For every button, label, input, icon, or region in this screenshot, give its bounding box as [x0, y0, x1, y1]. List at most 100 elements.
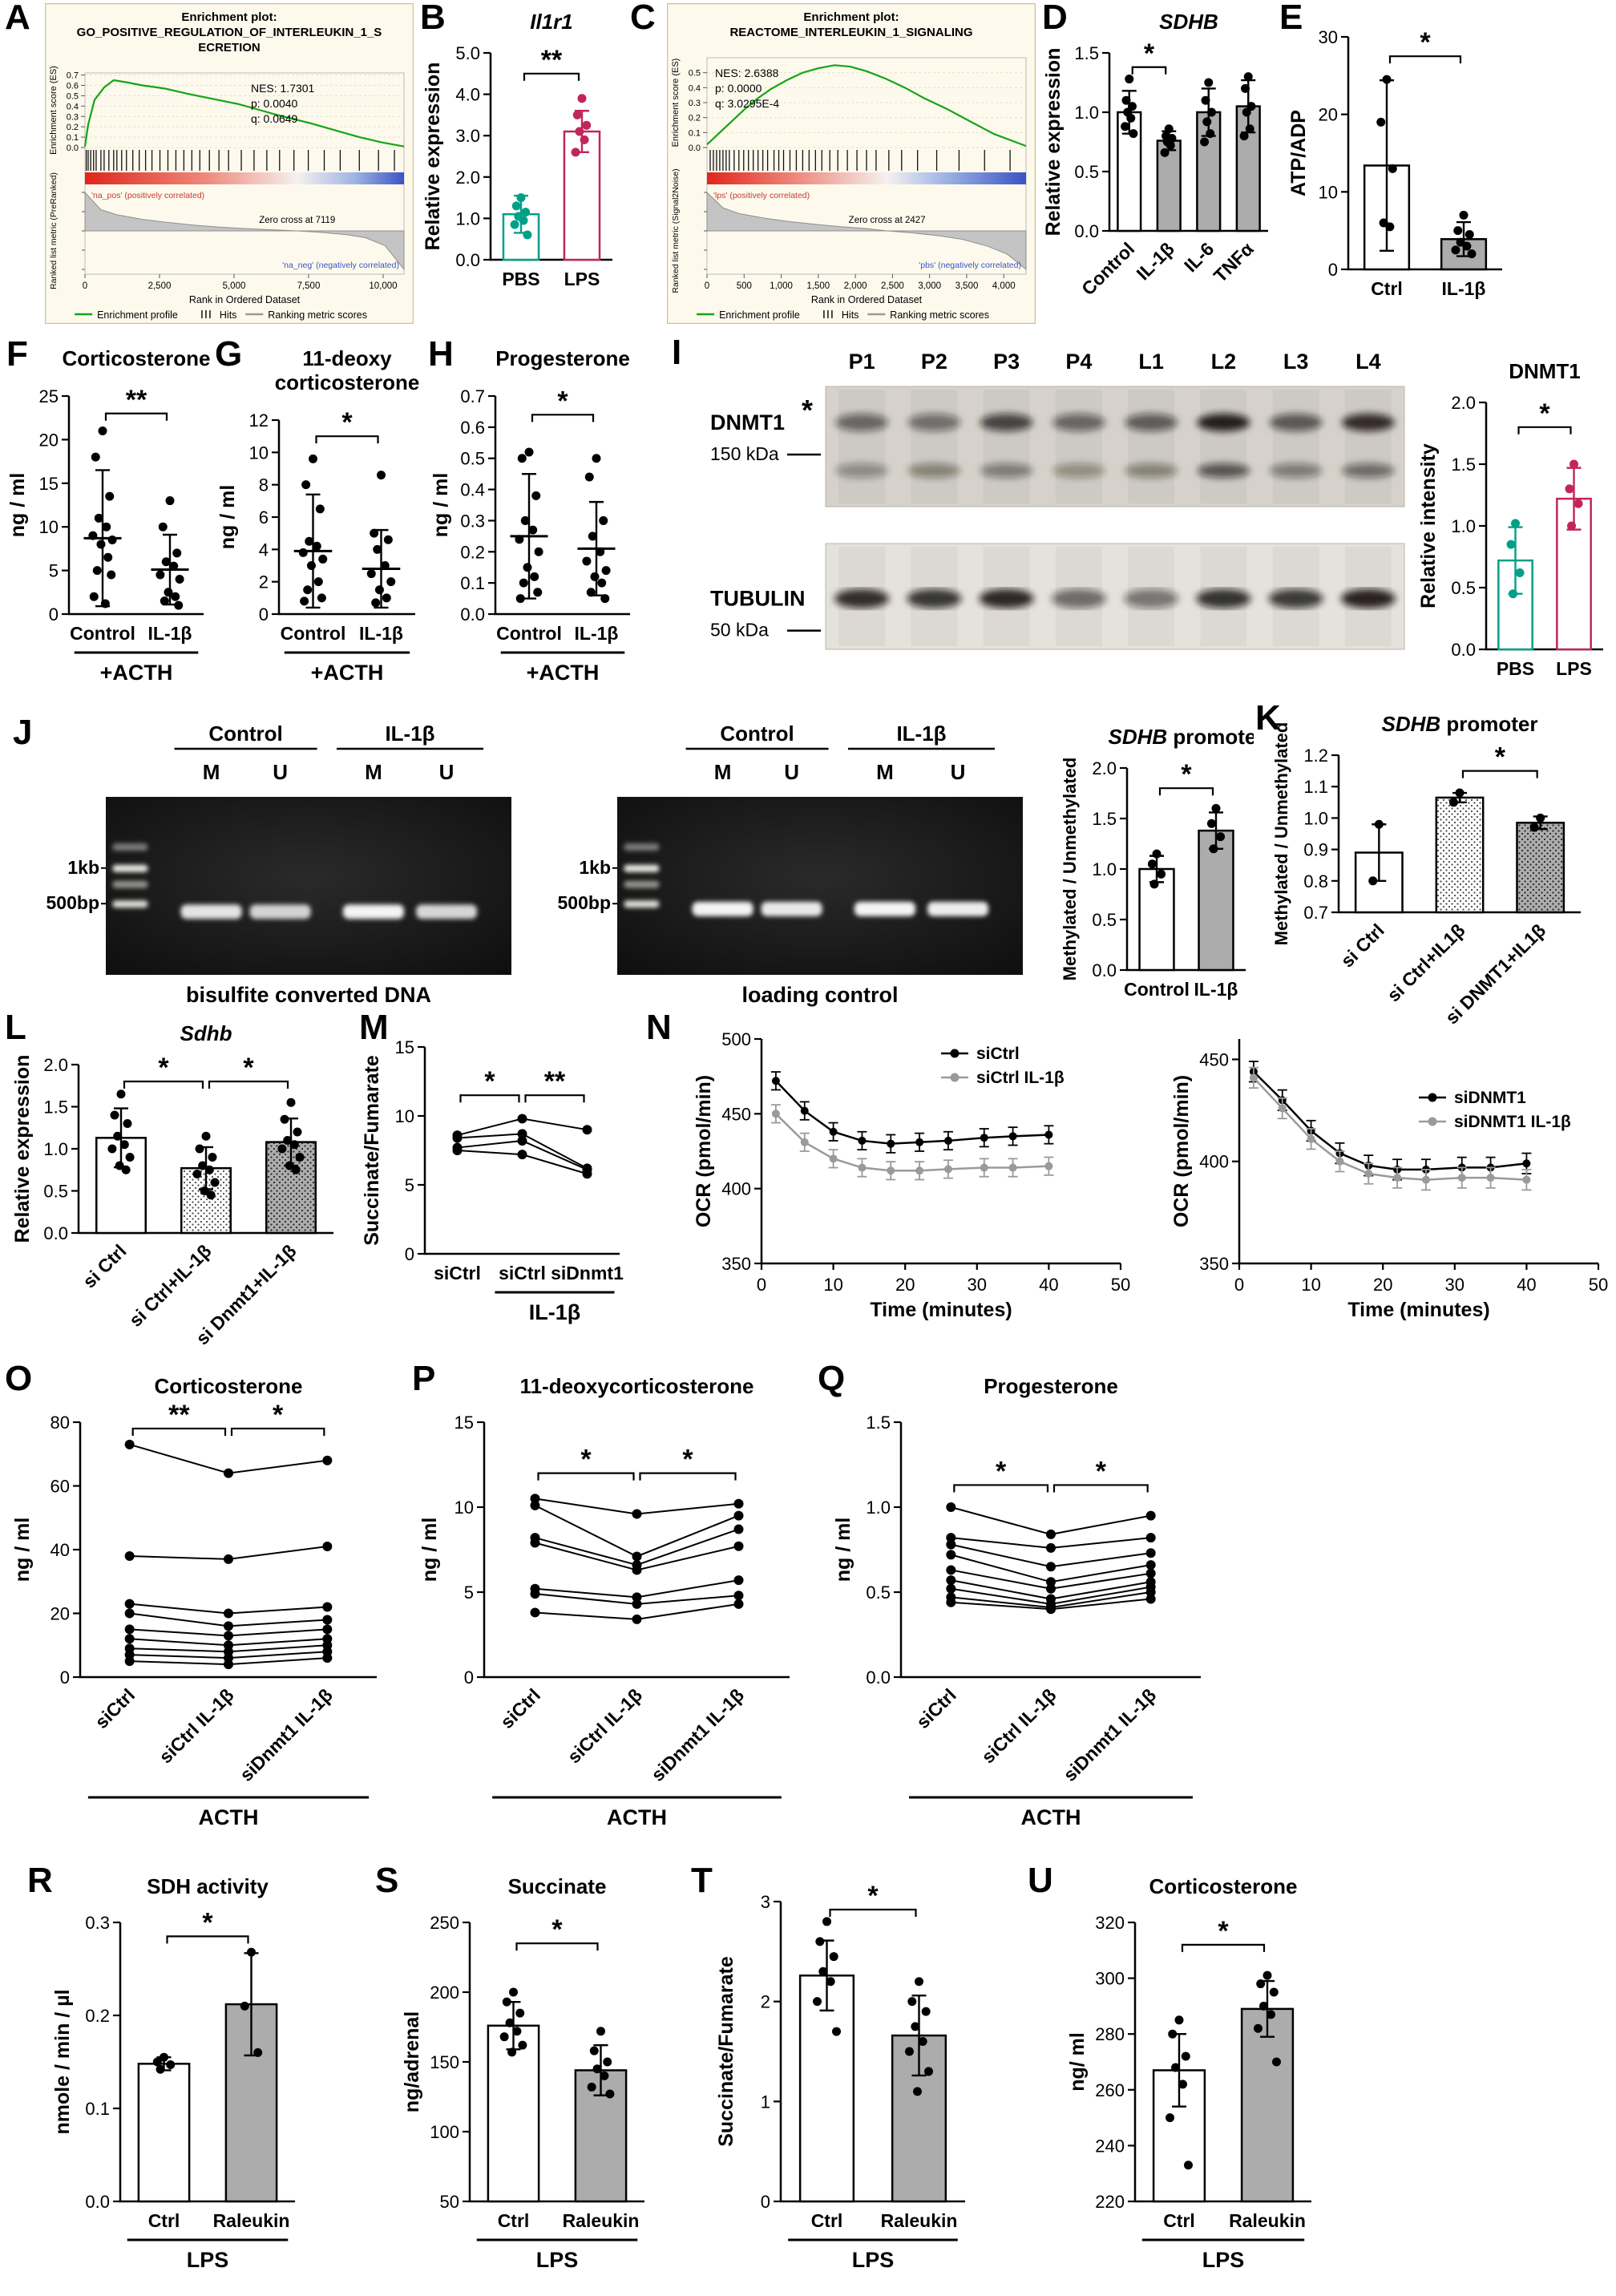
- chart-svg-Q: Progesterone 0.0 0.5 1.0 1.5 ng / ml siCtrl siC…: [832, 1374, 1201, 1829]
- chart-svg-U: Corticosterone 220 240 260 280 300 320 ng/ ml Ct…: [1066, 1874, 1311, 2272]
- svg-text:0: 0: [259, 604, 269, 625]
- svg-text:siDnmt1: siDnmt1: [551, 1263, 624, 1283]
- svg-text:siDnmt1 IL-1β: siDnmt1 IL-1β: [647, 1684, 748, 1785]
- svg-text:0.5: 0.5: [1451, 578, 1476, 598]
- svg-text:0.3: 0.3: [85, 1913, 110, 1933]
- svg-text:10: 10: [249, 443, 269, 463]
- chart-svg-I_blot: P1 P2 P3 P4 L1 L2 L3 L4 DNMT1 * 150 kDa TUBULIN 50 k…: [710, 350, 1405, 650]
- svg-text:40: 40: [1039, 1275, 1058, 1295]
- svg-text:si Ctrl: si Ctrl: [79, 1240, 130, 1292]
- svg-text:Ranking metric scores: Ranking metric scores: [268, 309, 367, 321]
- svg-text:IL-1β: IL-1β: [575, 623, 619, 644]
- svg-text:0.4: 0.4: [460, 480, 485, 500]
- svg-text:si Ctrl+IL1β: si Ctrl+IL1β: [1383, 920, 1469, 1005]
- svg-text:0.0: 0.0: [460, 604, 485, 625]
- panel-label-C: C: [630, 0, 656, 37]
- svg-text:0.4: 0.4: [67, 102, 79, 111]
- svg-text:Control: Control: [496, 623, 562, 644]
- svg-text:IL-1β: IL-1β: [385, 722, 434, 746]
- bar-chart-il1r1: Il1r1 0.0 1.0 2.0 3.0 4.0 5.0 Relative expressi…: [422, 6, 622, 305]
- chart-svg-L: Sdhb 0.0 0.5 1.0 1.5 2.0 Relative expression si…: [11, 1021, 333, 1349]
- svg-text:p: 0.0000: p: 0.0000: [715, 82, 762, 95]
- svg-text:0: 0: [405, 1244, 414, 1264]
- svg-text:30: 30: [1445, 1275, 1464, 1295]
- chart-svg-G: 11-deoxycorticosterone 0 2 4 6 8 10 12 ng / ml Co…: [216, 346, 419, 685]
- svg-text:SDH activity: SDH activity: [147, 1874, 269, 1898]
- svg-text:Enrichment profile: Enrichment profile: [719, 309, 800, 321]
- svg-text:Control: Control: [70, 623, 135, 644]
- svg-text:0: 0: [705, 281, 709, 291]
- bar-chart-atp-adp: 0 10 20 30 ATP/ADP Ctrl IL-1β *: [1287, 8, 1515, 316]
- svg-text:U: U: [273, 760, 288, 784]
- svg-text:10: 10: [39, 517, 59, 537]
- svg-text:**: **: [168, 1400, 190, 1430]
- svg-text:0.1: 0.1: [85, 2099, 110, 2119]
- svg-text:0.0: 0.0: [1074, 221, 1099, 241]
- svg-text:+ACTH: +ACTH: [100, 661, 173, 685]
- svg-text:0: 0: [757, 1275, 766, 1295]
- svg-text:siCtrl: siCtrl: [499, 1263, 546, 1283]
- chart-svg-O: Corticosterone 0 20 40 60 80 ng / ml siCtrl siCt…: [11, 1374, 377, 1829]
- svg-text:1.5: 1.5: [1451, 455, 1476, 475]
- svg-text:320: 320: [1095, 1913, 1125, 1933]
- svg-text:siCtrl: siCtrl: [496, 1684, 544, 1732]
- svg-text:siDNMT1: siDNMT1: [1454, 1089, 1526, 1107]
- svg-text:Relative intensity: Relative intensity: [1419, 443, 1440, 608]
- svg-text:Time (minutes): Time (minutes): [1347, 1299, 1489, 1321]
- svg-text:Enrichment profile: Enrichment profile: [97, 309, 178, 321]
- svg-text:11-deoxycorticosterone: 11-deoxycorticosterone: [520, 1374, 754, 1398]
- svg-text:30: 30: [1319, 27, 1338, 47]
- svg-text:0: 0: [464, 1667, 474, 1688]
- svg-text:1.0: 1.0: [1092, 859, 1117, 879]
- svg-text:0.1: 0.1: [460, 573, 485, 593]
- svg-text:0.5: 0.5: [689, 69, 701, 79]
- svg-text:5.0: 5.0: [455, 43, 480, 63]
- svg-text:M: M: [876, 760, 894, 784]
- svg-text:ng/adrenal: ng/adrenal: [401, 2011, 423, 2112]
- svg-text:*: *: [1144, 38, 1155, 69]
- svg-text:0: 0: [1328, 260, 1338, 280]
- svg-text:50: 50: [1589, 1275, 1608, 1295]
- panel-S: S Succinate 50 100 150 200 250 ng/adrenal Ctrl R…: [375, 1863, 712, 2296]
- panel-label-B: B: [420, 0, 446, 37]
- svg-text:Relative expression: Relative expression: [423, 63, 444, 251]
- svg-text:6: 6: [259, 507, 269, 528]
- svg-text:0.3: 0.3: [67, 112, 79, 122]
- svg-text:1.0: 1.0: [866, 1498, 891, 1518]
- chart-svg-P: 11-deoxycorticosterone 0 5 10 15 ng / ml siCtr…: [418, 1374, 790, 1829]
- line-plot-ocr-sictrl: 350 400 450 500 OCR (pmol/min) 0 10 20 30 40 50 Tim…: [686, 1021, 1135, 1328]
- chart-svg-N2: 350 400 450 OCR (pmol/min) 0 10 20 30 40 50 Time (…: [1170, 1039, 1608, 1321]
- svg-text:nmole / min / µl: nmole / min / µl: [51, 1989, 74, 2134]
- chart-svg-S: Succinate 50 100 150 200 250 ng/adrenal Ctrl Ral…: [401, 1874, 644, 2272]
- chart-svg-F: Corticosterone 0 5 10 15 20 25 ng / ml Control IL…: [6, 346, 210, 685]
- svg-text:10,000: 10,000: [369, 281, 397, 291]
- svg-text:5: 5: [405, 1175, 414, 1195]
- svg-text:OCR (pmol/min): OCR (pmol/min): [1170, 1075, 1193, 1227]
- svg-text:IL-1β: IL-1β: [148, 623, 192, 644]
- bar-chart-succinate: Succinate 50 100 150 200 250 ng/adrenal Ctrl Ral…: [398, 1871, 662, 2296]
- bar-chart-succinate-fumarate: 0 1 2 3 Succinate/Fumarate Ctrl Raleukin LPS *: [715, 1871, 983, 2296]
- svg-text:Ctrl: Ctrl: [1371, 278, 1403, 299]
- svg-text:Raleukin: Raleukin: [213, 2210, 290, 2231]
- svg-text:LPS: LPS: [187, 2248, 229, 2272]
- svg-text:'pbs' (negatively correlated): 'pbs' (negatively correlated): [919, 261, 1021, 270]
- panel-P: P 11-deoxycorticosterone 0 5 10 15 ng / ml siC…: [412, 1361, 818, 1858]
- svg-text:M: M: [365, 760, 382, 784]
- svg-text:LPS: LPS: [564, 269, 600, 289]
- svg-text:*: *: [158, 1053, 169, 1083]
- svg-text:+ACTH: +ACTH: [311, 661, 384, 685]
- panel-Q: Q Progesterone 0.0 0.5 1.0 1.5 ng / ml siCtrl s…: [818, 1361, 1247, 1858]
- svg-text:'na_neg' (negatively correlate: 'na_neg' (negatively correlated): [282, 261, 399, 270]
- svg-text:30: 30: [968, 1275, 987, 1295]
- panel-label-L: L: [5, 1008, 26, 1047]
- panel-label-E: E: [1279, 0, 1303, 37]
- svg-text:20: 20: [1319, 105, 1338, 125]
- svg-text:4.0: 4.0: [455, 85, 480, 105]
- svg-text:20: 20: [39, 430, 59, 450]
- svg-text:1kb: 1kb: [67, 857, 99, 878]
- svg-text:3.0: 3.0: [455, 126, 480, 146]
- svg-text:NES: 1.7301: NES: 1.7301: [251, 82, 315, 95]
- svg-text:260: 260: [1095, 2080, 1125, 2100]
- svg-text:IL-1β: IL-1β: [529, 1300, 580, 1324]
